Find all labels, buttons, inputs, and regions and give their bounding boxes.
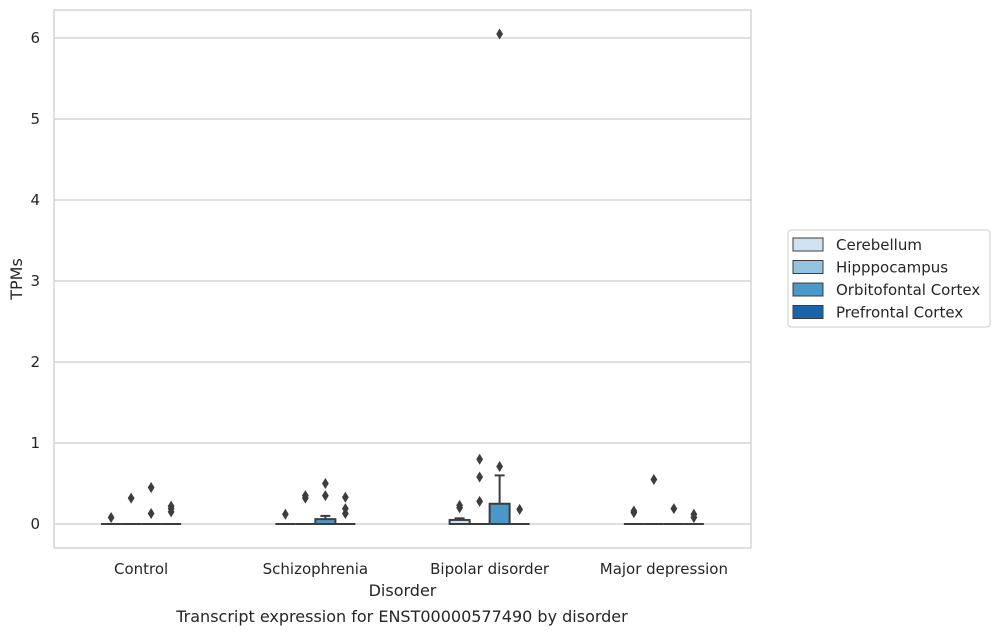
boxes [101,474,704,526]
outlier-point [147,507,155,519]
y-tick-label: 2 [30,353,40,371]
legend: Cerebellum Hipppocampus Orbitofontal Corte… [787,229,991,328]
outlier-point [147,482,155,494]
y-tick-label: 4 [30,191,40,209]
box [448,517,471,526]
outlier-point [107,512,115,524]
legend-label: Prefrontal Cortex [836,304,963,322]
chart-caption: Transcript expression for ENST0000057749… [175,607,628,626]
outliers [107,28,698,524]
y-tick-label: 3 [30,272,40,290]
outlier-point [650,473,658,485]
y-tick-label: 1 [30,434,40,452]
legend-label: Hipppocampus [836,259,948,277]
legend-item: Prefrontal Cortex [792,304,963,322]
legend-item: Hipppocampus [792,259,948,277]
outlier-point [476,471,484,483]
y-tick-label: 5 [30,110,40,128]
box [314,514,337,526]
legend-swatch [792,237,824,252]
plot-area-frame [53,9,752,549]
outlier-point [301,490,309,502]
gridlines [54,37,751,525]
x-axis-ticks: Control Schizophrenia Bipolar disorder Majo… [114,560,728,578]
legend-item: Cerebellum [792,236,922,254]
x-tick-label: Schizophrenia [263,560,368,578]
legend-swatch [792,305,824,319]
legend-label: Cerebellum [836,236,922,254]
x-tick-label: Control [114,560,168,578]
outlier-point [670,503,678,515]
legend-label: Orbitofontal Cortex [836,281,980,299]
legend-swatch [792,282,824,297]
outlier-point [127,492,135,504]
outlier-point [516,503,524,515]
x-tick-label: Major depression [600,560,728,578]
y-tick-label: 6 [30,29,40,47]
outlier-point [341,503,349,515]
x-axis-label: Disorder [369,581,437,600]
outlier-point [496,28,504,40]
outlier-point [690,508,698,520]
y-axis-label: TPMs [7,258,26,301]
box [488,474,511,525]
y-axis-ticks: 0 1 2 3 4 5 6 [30,29,40,533]
legend-swatch [792,260,824,274]
x-tick-label: Bipolar disorder [430,560,550,578]
box-iqr [488,502,511,525]
outlier-point [321,478,329,489]
outlier-point [321,490,329,502]
outlier-point [341,491,349,503]
outlier-point [630,505,638,517]
legend-items: Cerebellum Hipppocampus Orbitofontal Corte… [792,236,980,322]
outlier-point [281,508,289,520]
outlier-point [476,453,484,465]
outlier-point [476,495,484,507]
y-tick-label: 0 [30,515,40,533]
outlier-point [456,499,464,511]
outlier-point [167,500,175,512]
outlier-point [496,460,504,472]
legend-frame [787,229,991,328]
legend-item: Orbitofontal Cortex [792,281,980,299]
